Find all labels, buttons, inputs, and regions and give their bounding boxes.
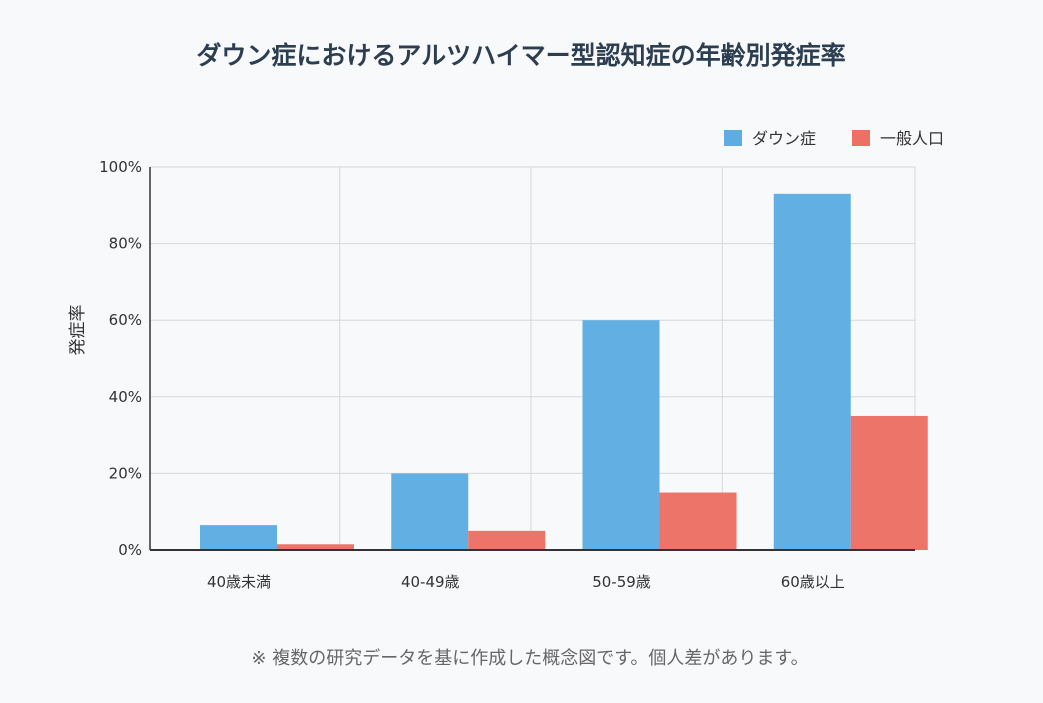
- x-tick-labels: 40歳未満 40-49歳 50-59歳 60歳以上: [207, 573, 845, 591]
- x-tick-label: 40歳未満: [207, 573, 271, 591]
- y-tick-label: 0%: [118, 541, 142, 559]
- bar-down-syndrome: [200, 525, 277, 550]
- x-tick-label: 60歳以上: [781, 573, 845, 591]
- bar-down-syndrome: [582, 320, 660, 550]
- y-tick-label: 60%: [109, 311, 142, 329]
- footnote: ※ 複数の研究データを基に作成した概念図です。個人差があります。: [251, 647, 808, 669]
- y-tick-label: 20%: [109, 464, 142, 482]
- bar-general-population: [277, 544, 354, 550]
- y-tick-labels: 0% 20% 40% 60% 80% 100%: [99, 158, 142, 559]
- y-tick-label: 80%: [109, 235, 142, 253]
- chart-title: ダウン症におけるアルツハイマー型認知症の年齢別発症率: [196, 41, 845, 70]
- legend-label-general-population: 一般人口: [880, 129, 944, 148]
- bar-general-population: [659, 492, 737, 550]
- bar-down-syndrome: [391, 473, 469, 550]
- bar-general-population: [468, 530, 546, 550]
- legend: ダウン症 一般人口: [724, 129, 944, 148]
- y-axis-label: 発症率: [68, 305, 88, 356]
- bars: [200, 193, 928, 550]
- bar-general-population: [850, 415, 928, 550]
- y-tick-label: 100%: [99, 158, 142, 176]
- bar-down-syndrome: [773, 193, 851, 550]
- legend-label-down-syndrome: ダウン症: [752, 129, 816, 148]
- y-tick-label: 40%: [109, 388, 142, 406]
- axes: [149, 167, 915, 551]
- legend-swatch-general-population: [852, 130, 870, 146]
- legend-swatch-down-syndrome: [724, 130, 742, 146]
- x-tick-label: 40-49歳: [401, 573, 460, 591]
- x-tick-label: 50-59歳: [592, 573, 651, 591]
